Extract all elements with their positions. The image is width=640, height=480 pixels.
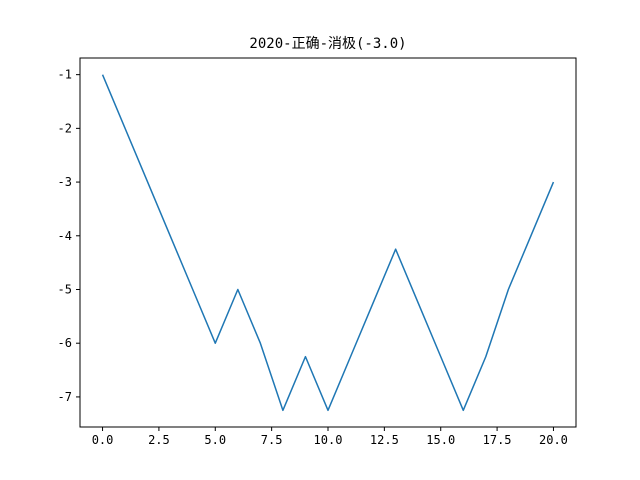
- y-tick-label: -6: [58, 336, 72, 350]
- plot-area: 0.0 2.5 5.0 7.5 10.0 12.5 15.0 17.5 20.0 -1 -2 -3 -4…: [58, 68, 568, 447]
- y-tick-label: -7: [58, 390, 72, 404]
- x-tick-label: 10.0: [314, 433, 343, 447]
- x-tick-label: 5.0: [204, 433, 226, 447]
- y-tick-label: -2: [58, 121, 72, 135]
- y-tick-label: -5: [58, 282, 72, 296]
- x-tick-label: 20.0: [539, 433, 568, 447]
- x-tick-label: 2.5: [148, 433, 170, 447]
- y-tick-label: -1: [58, 68, 72, 82]
- x-tick-label: 15.0: [426, 433, 455, 447]
- x-tick-label: 0.0: [92, 433, 114, 447]
- x-tick-label: 17.5: [483, 433, 512, 447]
- x-tick-label: 12.5: [370, 433, 399, 447]
- axes-frame: [79, 57, 577, 428]
- x-tick-label: 7.5: [261, 433, 283, 447]
- y-tick-label: -4: [58, 229, 72, 243]
- series-line: [101, 74, 555, 412]
- y-tick-label: -3: [58, 175, 72, 189]
- chart-title: 2020-正确-消极(-3.0): [249, 36, 406, 52]
